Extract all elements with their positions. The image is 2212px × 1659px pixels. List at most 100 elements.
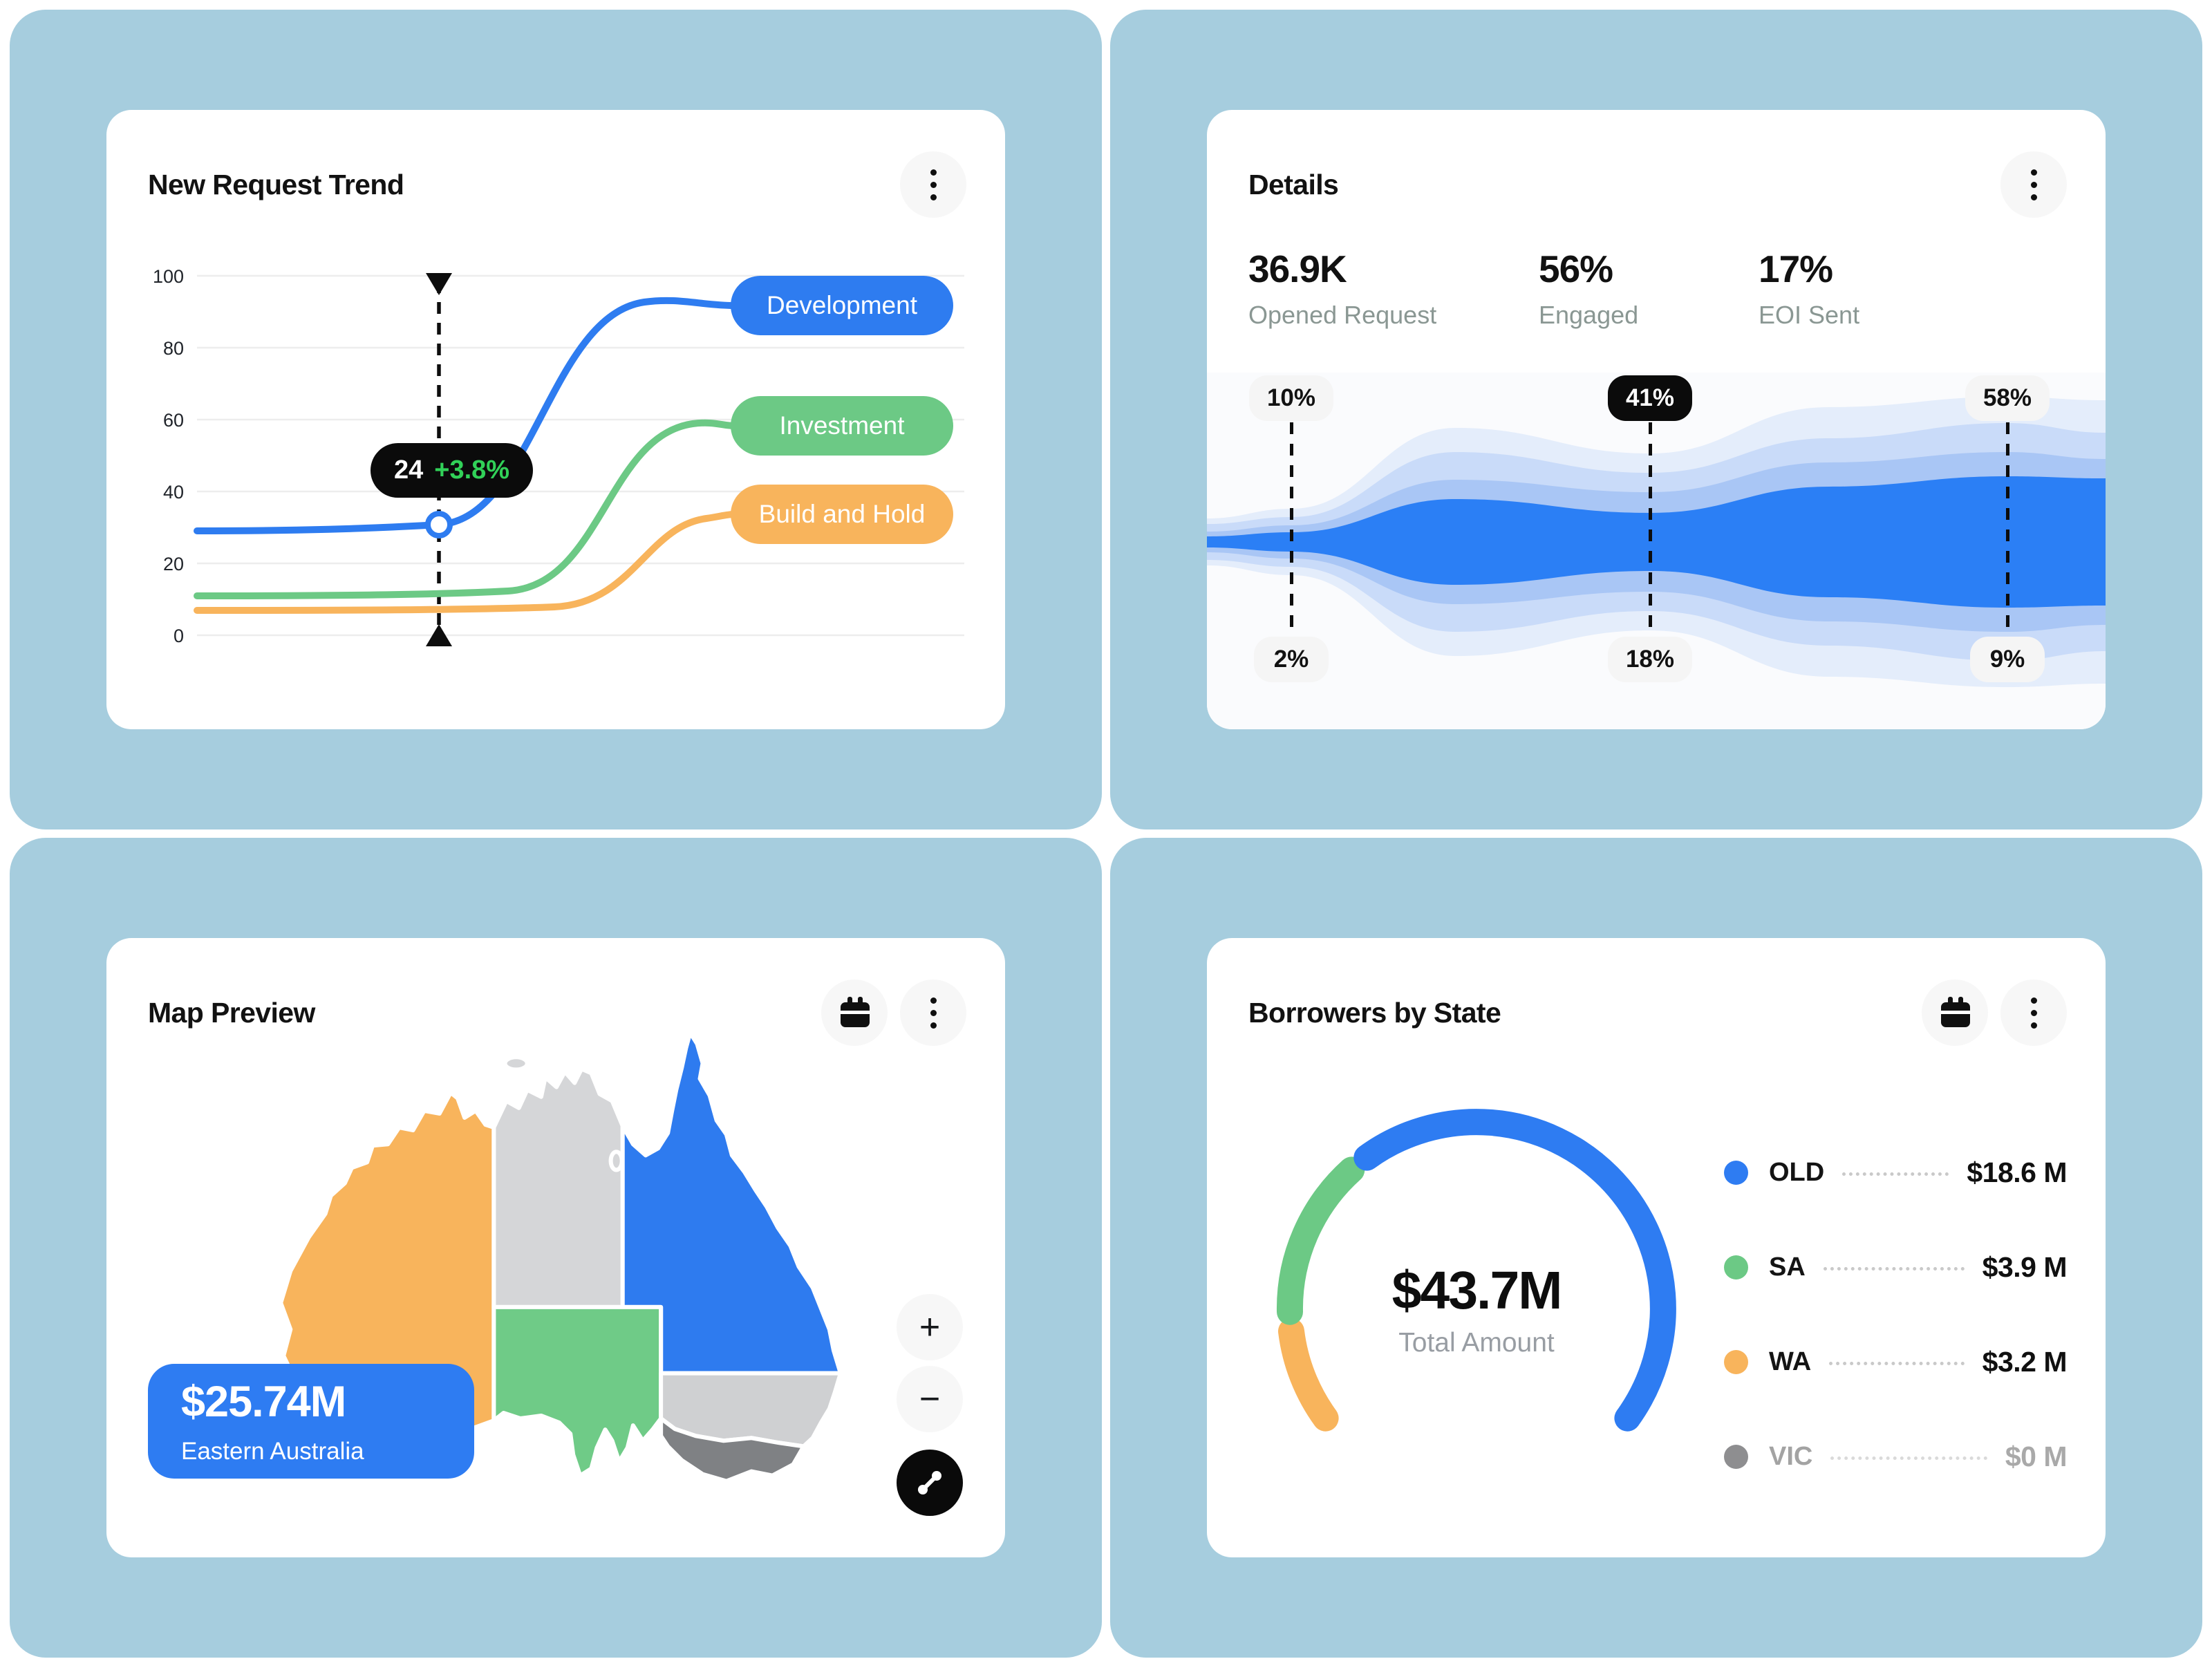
stat-value: 36.9K	[1248, 247, 1347, 290]
gauge-svg: $43.7M Total Amount	[1276, 1109, 1676, 1432]
kebab-icon	[930, 169, 937, 200]
y-tick: 0	[174, 626, 184, 646]
zoom-in-button[interactable]: +	[897, 1294, 963, 1360]
plus-icon: +	[919, 1307, 941, 1347]
more-options-button[interactable]	[2000, 980, 2067, 1046]
card-borrowers-by-state: Borrowers by State	[1207, 938, 2106, 1557]
panel-borrowers-by-state: Borrowers by State	[1110, 838, 2202, 1658]
australia-map-svg	[279, 1031, 843, 1483]
card-header: New Request Trend	[148, 151, 966, 218]
more-options-button[interactable]	[2000, 151, 2067, 218]
stat-opened-request: 36.9K Opened Request	[1248, 247, 1436, 330]
legend-dot-icon	[1724, 1255, 1748, 1280]
legend-value: $18.6 M	[1967, 1156, 2067, 1188]
gauge-segment-old	[1353, 1109, 1676, 1432]
crosshair-bottom-arrow-icon	[426, 624, 452, 646]
tooltip-delta: +3.8%	[434, 456, 510, 485]
map-region-nt[interactable]	[491, 1067, 625, 1309]
calendar-button[interactable]	[821, 980, 888, 1046]
stat-engaged: 56% Engaged	[1539, 247, 1638, 330]
gauge-segment-sa	[1276, 1156, 1365, 1325]
stat-value: 56%	[1539, 247, 1613, 290]
active-point-marker	[425, 511, 453, 538]
map-island	[608, 1150, 624, 1172]
series-label-investment: Investment	[731, 396, 953, 456]
dotted-leader	[1823, 1265, 1965, 1271]
measure-route-button[interactable]	[897, 1450, 963, 1516]
legend-row-old: OLD $18.6 M	[1724, 1156, 2067, 1189]
badge-top-stage3: 58%	[1965, 375, 2050, 421]
map-region-sa[interactable]	[491, 1304, 664, 1478]
more-options-button[interactable]	[900, 980, 966, 1046]
legend-label: VIC	[1769, 1442, 1813, 1471]
map-region-vic[interactable]	[659, 1416, 806, 1483]
y-tick: 100	[153, 266, 184, 287]
map-badge-value: $25.74M	[181, 1378, 346, 1426]
investment-line	[194, 419, 738, 599]
kebab-icon	[930, 997, 937, 1029]
stat-eoi-sent: 17% EOI Sent	[1759, 247, 1859, 330]
stat-label: Engaged	[1539, 301, 1639, 329]
page-title: Map Preview	[148, 996, 315, 1029]
page-title: Borrowers by State	[1248, 996, 1501, 1029]
more-options-button[interactable]	[900, 151, 966, 218]
legend-label: SA	[1769, 1253, 1806, 1282]
badge-top-stage1: 10%	[1248, 375, 1334, 421]
gauge-total-label: Total Amount	[1398, 1328, 1555, 1358]
card-new-request-trend: New Request Trend	[106, 110, 1005, 729]
stat-label: Opened Request	[1248, 301, 1437, 329]
kebab-icon	[2030, 997, 2037, 1029]
legend-value: $0 M	[2005, 1441, 2068, 1472]
state-legend: OLD $18.6 M SA $3.9 M WA $3.2 M	[1724, 1156, 2068, 1535]
calendar-icon	[1941, 997, 1970, 1027]
panel-map-preview: Map Preview	[10, 838, 1102, 1658]
legend-dot-icon	[1724, 1350, 1748, 1374]
panel-details: Details 36.9K Opened Request 56% Engaged	[1110, 10, 2202, 830]
legend-row-vic: VIC $0 M	[1724, 1441, 2068, 1473]
build-and-hold-line	[194, 511, 738, 614]
y-tick: 60	[163, 410, 184, 431]
tooltip-value: 24	[394, 456, 424, 485]
gauge-segment-wa	[1278, 1318, 1339, 1432]
chart-tooltip: 24 +3.8%	[371, 443, 534, 498]
legend-dot-icon	[1724, 1161, 1748, 1185]
stage-dashed-line	[1649, 422, 1652, 632]
map-badge-label: Eastern Australia	[181, 1438, 364, 1465]
card-header: Map Preview	[148, 980, 966, 1046]
card-map-preview: Map Preview	[106, 938, 1005, 1557]
australia-map	[264, 1027, 843, 1515]
calendar-button[interactable]	[1922, 980, 1988, 1046]
funnel-stream-chart: 10% 41% 58% 2% 18% 9%	[1207, 373, 2106, 729]
minus-icon: −	[919, 1379, 941, 1419]
page-title: New Request Trend	[148, 168, 404, 200]
zoom-out-button[interactable]: −	[897, 1366, 963, 1432]
card-details: Details 36.9K Opened Request 56% Engaged	[1207, 110, 2106, 729]
legend-value: $3.9 M	[1982, 1251, 2068, 1283]
legend-dot-icon	[1724, 1445, 1748, 1469]
kebab-icon	[2030, 169, 2037, 200]
map-value-badge: $25.74M Eastern Australia	[148, 1364, 474, 1479]
legend-row-sa: SA $3.9 M	[1724, 1251, 2068, 1284]
trend-line-chart: 100 80 60 40 20 0	[145, 262, 966, 677]
panel-new-request-trend: New Request Trend	[10, 10, 1102, 830]
stats-row: 36.9K Opened Request 56% Engaged 17% EOI…	[1248, 247, 2067, 337]
badge-bottom-stage3: 9%	[1970, 637, 2045, 682]
dotted-leader	[1829, 1360, 1965, 1365]
stage-dashed-line	[1290, 422, 1293, 632]
card-header: Borrowers by State	[1248, 980, 2067, 1046]
stat-value: 17%	[1759, 247, 1833, 290]
dotted-leader	[1830, 1454, 1987, 1460]
series-label-build-and-hold: Build and Hold	[731, 485, 953, 544]
series-label-development: Development	[731, 276, 953, 335]
stage-dashed-line	[2006, 422, 2009, 632]
dotted-leader	[1842, 1170, 1949, 1176]
gauge-total-value: $43.7M	[1392, 1261, 1562, 1320]
map-region-qld[interactable]	[620, 1031, 843, 1376]
badge-top-stage2-highlighted: 41%	[1607, 375, 1693, 421]
badge-bottom-stage1: 2%	[1254, 637, 1329, 682]
gauge-chart: $43.7M Total Amount	[1207, 1039, 1746, 1523]
card-header: Details	[1248, 151, 2067, 218]
y-axis-ticks: 100 80 60 40 20 0	[153, 266, 184, 646]
calendar-icon	[841, 997, 870, 1027]
